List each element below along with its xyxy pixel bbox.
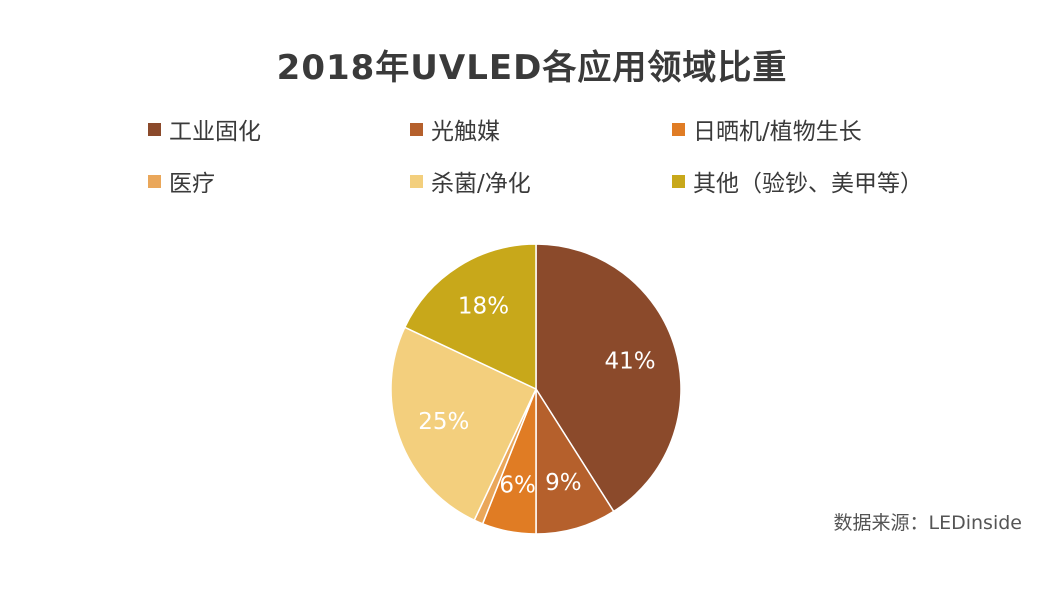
legend-swatch [410,122,423,136]
legend-label: 杀菌/净化 [431,171,531,197]
slice-photocatalyst [535,386,615,535]
data-label: 6% [499,472,536,498]
legend: 工业固化 光触媒 日晒机/植物生长 医疗 杀菌/净化 其他（验钞、美甲等） [148,112,948,198]
legend-item-other: 其他（验钞、美甲等） [672,164,948,198]
legend-swatch [672,174,685,188]
slice-sterilization [390,326,537,522]
legend-item-tanning-plant-growth: 日晒机/植物生长 [672,112,948,146]
data-label: 9% [545,470,582,496]
legend-item-photocatalyst: 光触媒 [410,112,672,146]
legend-label: 工业固化 [169,119,261,145]
data-label: 18% [458,293,509,319]
legend-label: 日晒机/植物生长 [693,119,862,145]
chart-title: 2018年UVLED各应用领域比重 [276,48,788,88]
legend-item-industrial-curing: 工业固化 [148,112,410,146]
legend-swatch [672,122,685,136]
slice-other [403,243,537,391]
legend-label: 医疗 [169,171,215,197]
source-note: 数据来源：LEDinside [833,512,1022,534]
slice-industrial-curing [535,243,682,513]
legend-label: 其他（验钞、美甲等） [693,171,923,197]
legend-swatch [148,174,161,188]
data-label: 25% [418,409,469,435]
legend-swatch [148,122,161,136]
legend-label: 光触媒 [431,119,500,145]
data-label: 41% [605,349,656,375]
legend-item-sterilization: 杀菌/净化 [410,164,672,198]
legend-swatch [410,174,423,188]
legend-item-medical: 医疗 [148,164,410,198]
